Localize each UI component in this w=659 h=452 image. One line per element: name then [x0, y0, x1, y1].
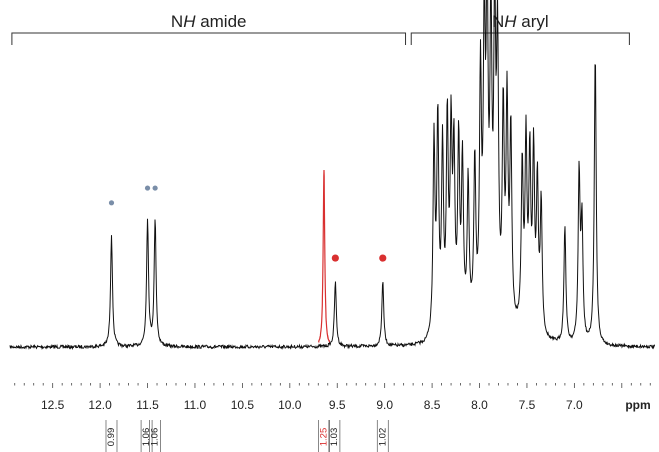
x-axis: 12.5 12.0 11.5 11.0 10.5 10.0 9.5 9.0 8.5 8.0 7.5 7… — [14, 383, 651, 412]
x-tick-label: 12.0 — [88, 398, 112, 412]
spectrum-trace — [9, 0, 655, 351]
region-label: NH aryl — [492, 12, 549, 31]
blue-dot-marker — [144, 185, 151, 191]
integral-value: 1.06 — [141, 428, 152, 447]
x-tick-label: 9.5 — [329, 398, 346, 412]
integral-value: 1.25 — [318, 428, 329, 447]
integral-value: 1.02 — [377, 428, 388, 447]
x-tick-label: 8.5 — [424, 398, 441, 412]
x-tick-label: 7.5 — [519, 398, 536, 412]
red-dot-marker — [331, 254, 339, 262]
x-tick-label: 10.5 — [231, 398, 255, 412]
x-axis-unit-label: ppm — [625, 398, 650, 412]
highlighted-peak — [317, 169, 331, 344]
integral-value: 1.06 — [150, 428, 161, 447]
region-brackets: NH amide NH aryl — [11, 12, 630, 45]
region-bracket — [410, 32, 630, 45]
integral-labels: 0.99 1.061.06 1.25 1.03 1.02 — [105, 420, 389, 452]
x-tick-label: 12.5 — [41, 398, 65, 412]
x-tick-label: 9.0 — [376, 398, 393, 412]
peak-markers — [108, 185, 387, 262]
red-dot-marker — [379, 254, 387, 262]
region-label: NH amide — [171, 12, 247, 31]
blue-dot-marker — [108, 200, 115, 206]
spectrum-line — [9, 0, 655, 351]
x-tick-label: 11.5 — [136, 398, 159, 412]
x-tick-label: 7.0 — [566, 398, 583, 412]
integral-value: 1.03 — [329, 428, 340, 447]
blue-dot-marker — [152, 185, 158, 191]
region-bracket — [11, 32, 407, 45]
x-tick-label: 11.0 — [184, 398, 207, 412]
x-tick-label: 10.0 — [278, 398, 302, 412]
x-tick-label: 8.0 — [471, 398, 488, 412]
integral-value: 0.99 — [106, 428, 117, 447]
